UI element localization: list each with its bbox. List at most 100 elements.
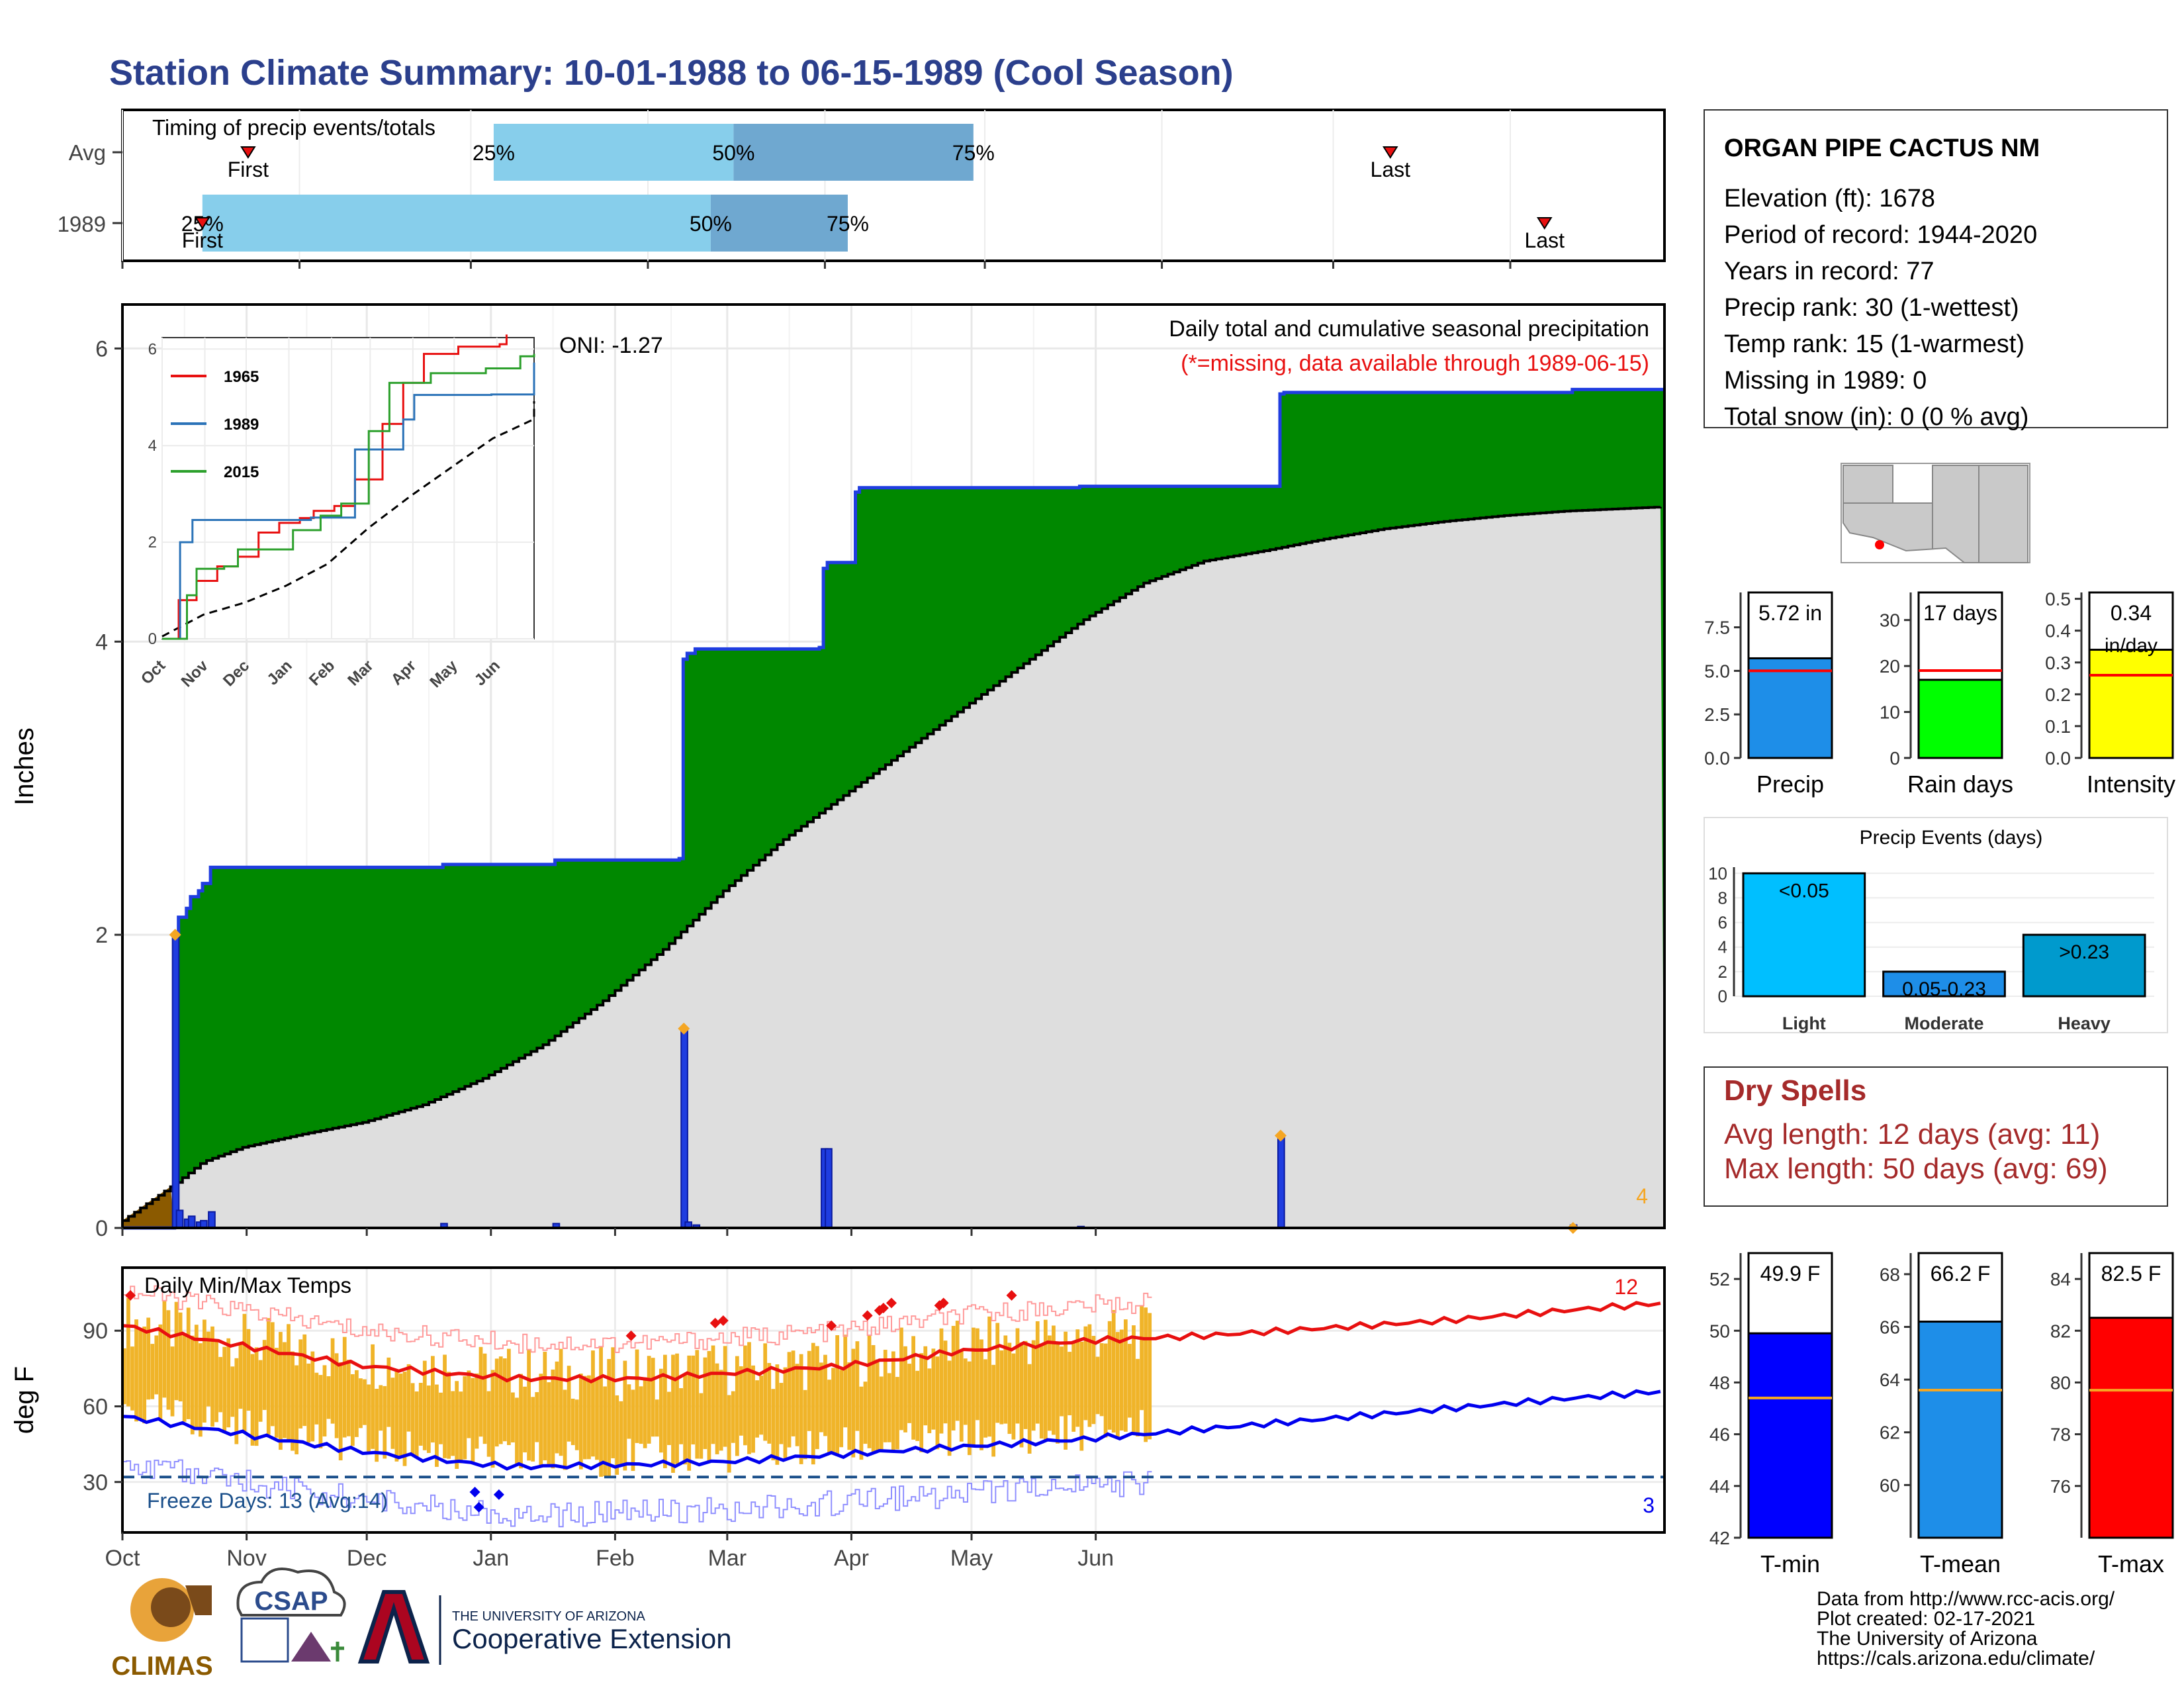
daily-temp-range-bar	[939, 1328, 944, 1434]
daily-temp-range-bar	[182, 1334, 187, 1422]
daily-temp-range-bar	[318, 1375, 323, 1448]
daily-temp-range-bar	[1123, 1319, 1128, 1432]
daily-temp-range-bar	[799, 1354, 803, 1464]
daily-temp-range-bar	[451, 1391, 455, 1456]
daily-temp-range-bar	[767, 1363, 772, 1444]
inset-y-tick-label: 0	[148, 630, 157, 648]
temp-y-tick-label: 30	[83, 1470, 108, 1495]
inset-average-line	[161, 401, 535, 637]
daily-temp-range-bar	[623, 1360, 627, 1471]
rain-days-value-label: 17 days	[1923, 601, 1997, 625]
timing-label-75: 75%	[827, 212, 869, 236]
daily-temp-range-bar	[363, 1379, 367, 1425]
daily-temp-range-bar	[410, 1383, 415, 1456]
daily-temp-range-bar	[1071, 1341, 1076, 1432]
university-of-arizona-logo: THE UNIVERSITY OF ARIZONA Cooperative Ex…	[357, 1590, 732, 1665]
daily-temp-range-bar	[1140, 1306, 1144, 1411]
daily-temp-range-bar	[827, 1380, 831, 1454]
daily-temp-range-bar	[1128, 1344, 1132, 1418]
daily-temp-range-bar	[291, 1351, 295, 1451]
seasonal-totals-panels: 0.0 2.5 5.0 7.5 5.72 in Precip 0 10 20 30 17 days R…	[1704, 589, 2175, 798]
daily-temp-range-bar	[619, 1401, 623, 1465]
daily-temp-range-bar	[435, 1384, 439, 1467]
timing-label-last: Last	[1525, 228, 1565, 252]
daily-temp-range-bar	[198, 1343, 203, 1437]
daily-temp-range-bar	[122, 1348, 126, 1405]
daily-temp-range-bar	[367, 1384, 371, 1453]
timing-marker-last	[1382, 146, 1398, 159]
record-high-marker	[826, 1320, 837, 1331]
daily-temp-range-bar	[527, 1349, 531, 1461]
timing-label-first: First	[182, 228, 223, 252]
daily-temp-range-bar	[955, 1321, 960, 1421]
temp-mean-y-tick-label: 62	[1880, 1423, 1900, 1443]
daily-temp-range-bar	[142, 1326, 147, 1424]
daily-temp-range-bar	[398, 1373, 403, 1458]
timing-label-first: First	[228, 158, 269, 181]
daily-temp-range-bar	[482, 1353, 487, 1444]
daily-temp-range-bar	[787, 1352, 792, 1448]
daily-temp-range-bar	[174, 1301, 179, 1401]
daily-temp-range-bar	[1007, 1342, 1012, 1434]
daily-temp-range-bar	[675, 1353, 679, 1464]
events-bar-label: >0.23	[2059, 941, 2109, 963]
daily-temp-range-bar	[463, 1376, 467, 1460]
daily-temp-range-bar	[162, 1301, 167, 1398]
daily-temp-range-bar	[306, 1363, 311, 1443]
daily-temp-range-bar	[346, 1360, 351, 1436]
daily-temp-range-bar	[146, 1317, 151, 1400]
events-bar-label: 0.05-0.23	[1902, 978, 1986, 1000]
daily-temp-range-bar	[394, 1370, 399, 1462]
daily-temp-range-bar	[471, 1378, 475, 1464]
precip-total-y-tick-label: 5.0	[1704, 661, 1730, 681]
daily-temp-range-bar	[1003, 1335, 1008, 1424]
events-y-tick-label: 6	[1718, 913, 1727, 933]
intensity-value-label: 0.34	[2111, 601, 2152, 625]
daily-temp-range-bar	[194, 1325, 199, 1430]
daily-temp-range-bar	[851, 1348, 856, 1458]
daily-temp-range-bar	[206, 1331, 210, 1407]
daily-temp-range-bar	[839, 1370, 844, 1448]
daily-temp-range-bar	[559, 1348, 563, 1456]
daily-temp-range-bar	[406, 1364, 411, 1432]
daily-temp-range-bar	[222, 1346, 227, 1432]
month-x-tick-label: Nov	[226, 1546, 266, 1571]
intensity-bar	[2088, 649, 2174, 759]
timing-bar-50-75	[710, 195, 848, 252]
daily-temp-range-bar	[615, 1395, 619, 1475]
seasonal-temperature-panels: 42 44 46 48 50 52 49.9 F T-min 60 62 64 66 68 66.2 F T…	[1709, 1252, 2174, 1577]
inset-y-tick-label: 4	[148, 437, 157, 455]
daily-temp-range-bar	[1103, 1343, 1108, 1438]
daily-temp-range-bar	[519, 1374, 523, 1469]
daily-temp-range-bar	[130, 1346, 134, 1411]
intensity-y-tick-label: 0.1	[2045, 716, 2071, 737]
events-y-tick-label: 8	[1718, 888, 1727, 908]
intensity-y-tick-label: 0.5	[2045, 589, 2071, 610]
daily-temp-range-bar	[218, 1356, 222, 1413]
daily-temp-range-bar	[154, 1335, 159, 1395]
daily-temp-range-bar	[972, 1327, 976, 1448]
cold-days-count: 3	[1643, 1493, 1655, 1517]
inset-y-tick-label: 6	[148, 340, 157, 358]
temp-mean-y-tick-label: 68	[1880, 1264, 1900, 1285]
temp-min-y-tick-label: 42	[1709, 1528, 1730, 1548]
record-high-marker	[1006, 1289, 1017, 1301]
daily-temp-range-bar	[1115, 1332, 1120, 1438]
daily-temp-range-bar	[847, 1362, 852, 1450]
precip-total-y-tick-label: 7.5	[1704, 618, 1730, 638]
temp-min-category-label: T-min	[1760, 1550, 1820, 1577]
daily-temp-range-bar	[486, 1391, 491, 1457]
daily-temp-range-bar	[515, 1397, 519, 1464]
record-high-marker	[878, 1302, 889, 1313]
daily-temp-range-bar	[927, 1368, 932, 1434]
csap-logo-text: CSAP	[254, 1587, 328, 1616]
footer-line-2: Plot created: 02-17-2021	[1817, 1608, 2035, 1630]
ua-extension-text: Cooperative Extension	[452, 1623, 732, 1654]
precip-events-panel: Precip Events (days) 0 2 4 6 8 10 <0.05 Light 0.…	[1704, 817, 2168, 1033]
daily-temp-range-bar	[1048, 1335, 1052, 1431]
daily-temp-range-bar	[555, 1361, 559, 1454]
temp-mean-bar	[1917, 1321, 2003, 1539]
daily-temp-range-bar	[459, 1391, 463, 1464]
daily-temp-range-bar	[735, 1356, 739, 1456]
daily-temp-range-bar	[379, 1385, 383, 1431]
